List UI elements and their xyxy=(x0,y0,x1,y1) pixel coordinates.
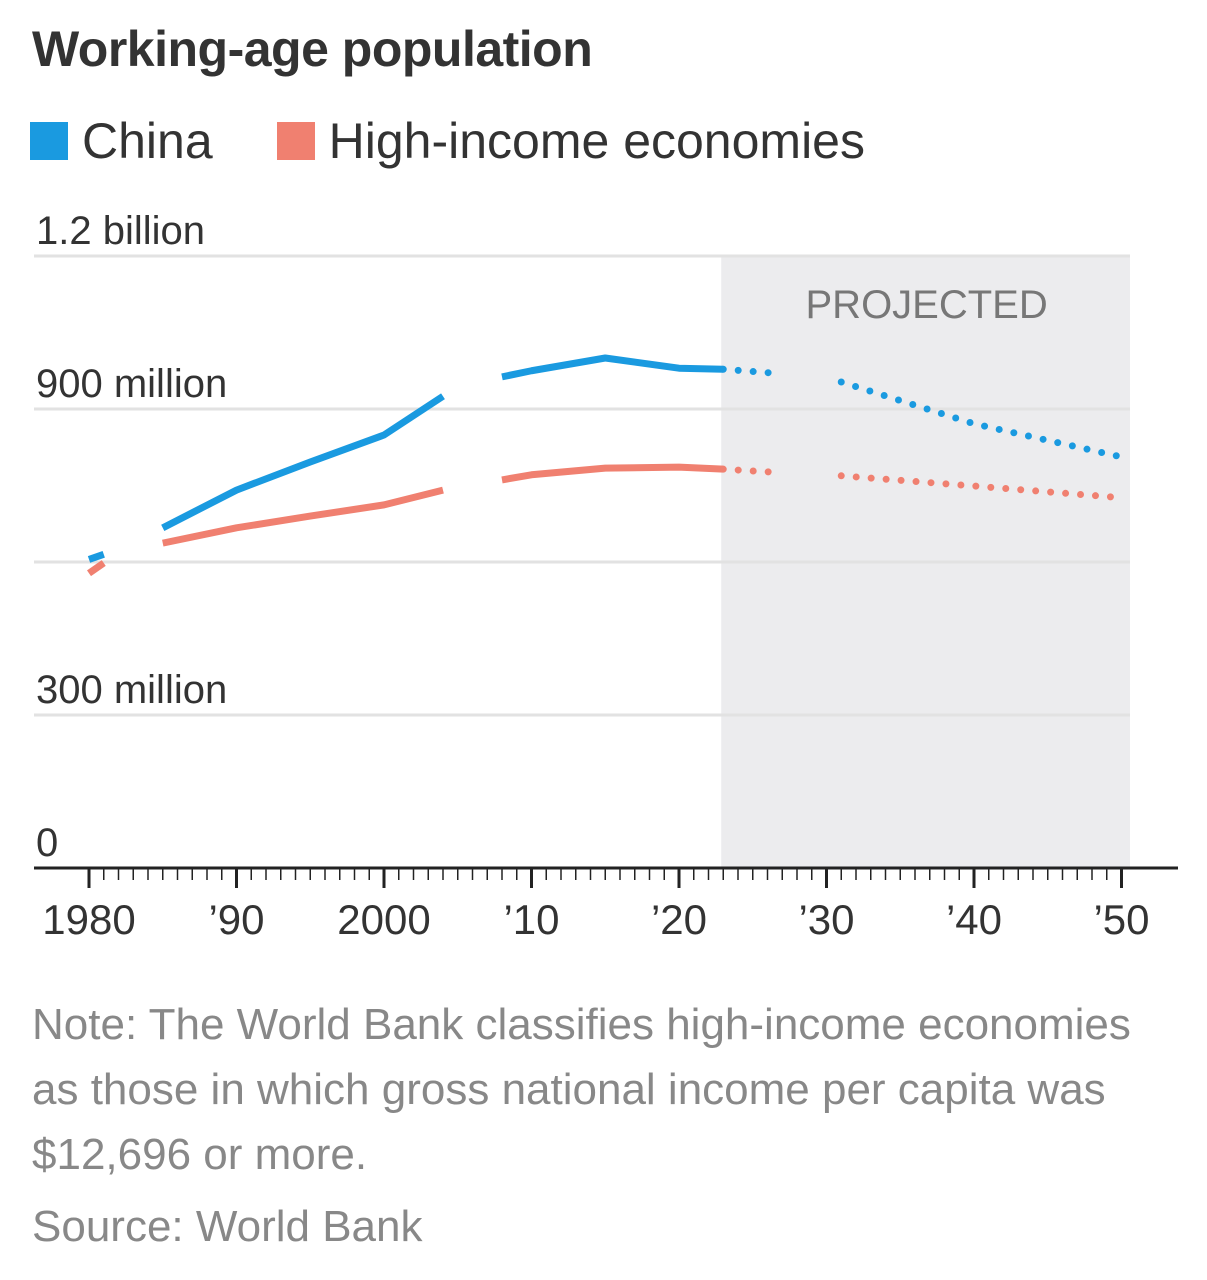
source: Source: World Bank xyxy=(32,1202,423,1251)
x-tick-label: 2000 xyxy=(337,896,430,943)
x-tick-label: 1980 xyxy=(42,896,135,943)
series-line-projected-high-income xyxy=(837,472,1125,502)
series-line-projected-china xyxy=(837,378,1125,461)
plot-area: PROJECTED 0 300 million 900 million 1.2 bill… xyxy=(34,209,1178,943)
x-tick-label: ’20 xyxy=(651,896,707,943)
y-tick-label: 0 xyxy=(36,821,58,865)
series-line-high-income xyxy=(162,486,444,547)
y-tick-label: 300 million xyxy=(36,668,227,712)
note: Note: The World Bank classifies high-inc… xyxy=(32,1000,1131,1179)
legend-swatch-high-income xyxy=(276,122,315,160)
x-tick-label: ’90 xyxy=(208,896,264,943)
x-tick-label: ’50 xyxy=(1093,896,1149,943)
legend-label-china: China xyxy=(82,113,213,169)
projected-label: PROJECTED xyxy=(806,283,1048,327)
series-line-high-income xyxy=(501,463,724,484)
series-line-projected-high-income xyxy=(719,465,786,477)
legend-item-high-income: High-income economies xyxy=(276,112,865,170)
x-tick-label: ’10 xyxy=(503,896,559,943)
series-line-china xyxy=(161,393,445,531)
legend-item-china: China xyxy=(30,112,213,170)
y-tick-label: 900 million xyxy=(36,362,227,406)
legend-swatch-china xyxy=(30,122,68,160)
chart-title: Working-age population xyxy=(32,21,593,77)
series-line-projected-china xyxy=(719,365,786,378)
series-line-china xyxy=(87,551,105,563)
series-line-high-income xyxy=(87,560,106,577)
legend: China High-income economies xyxy=(30,112,929,170)
y-tick-label: 1.2 billion xyxy=(36,209,205,253)
x-tick-label: ’30 xyxy=(798,896,854,943)
x-tick-label: ’40 xyxy=(946,896,1002,943)
legend-label-high-income: High-income economies xyxy=(328,113,865,169)
series-line-china xyxy=(501,354,724,381)
